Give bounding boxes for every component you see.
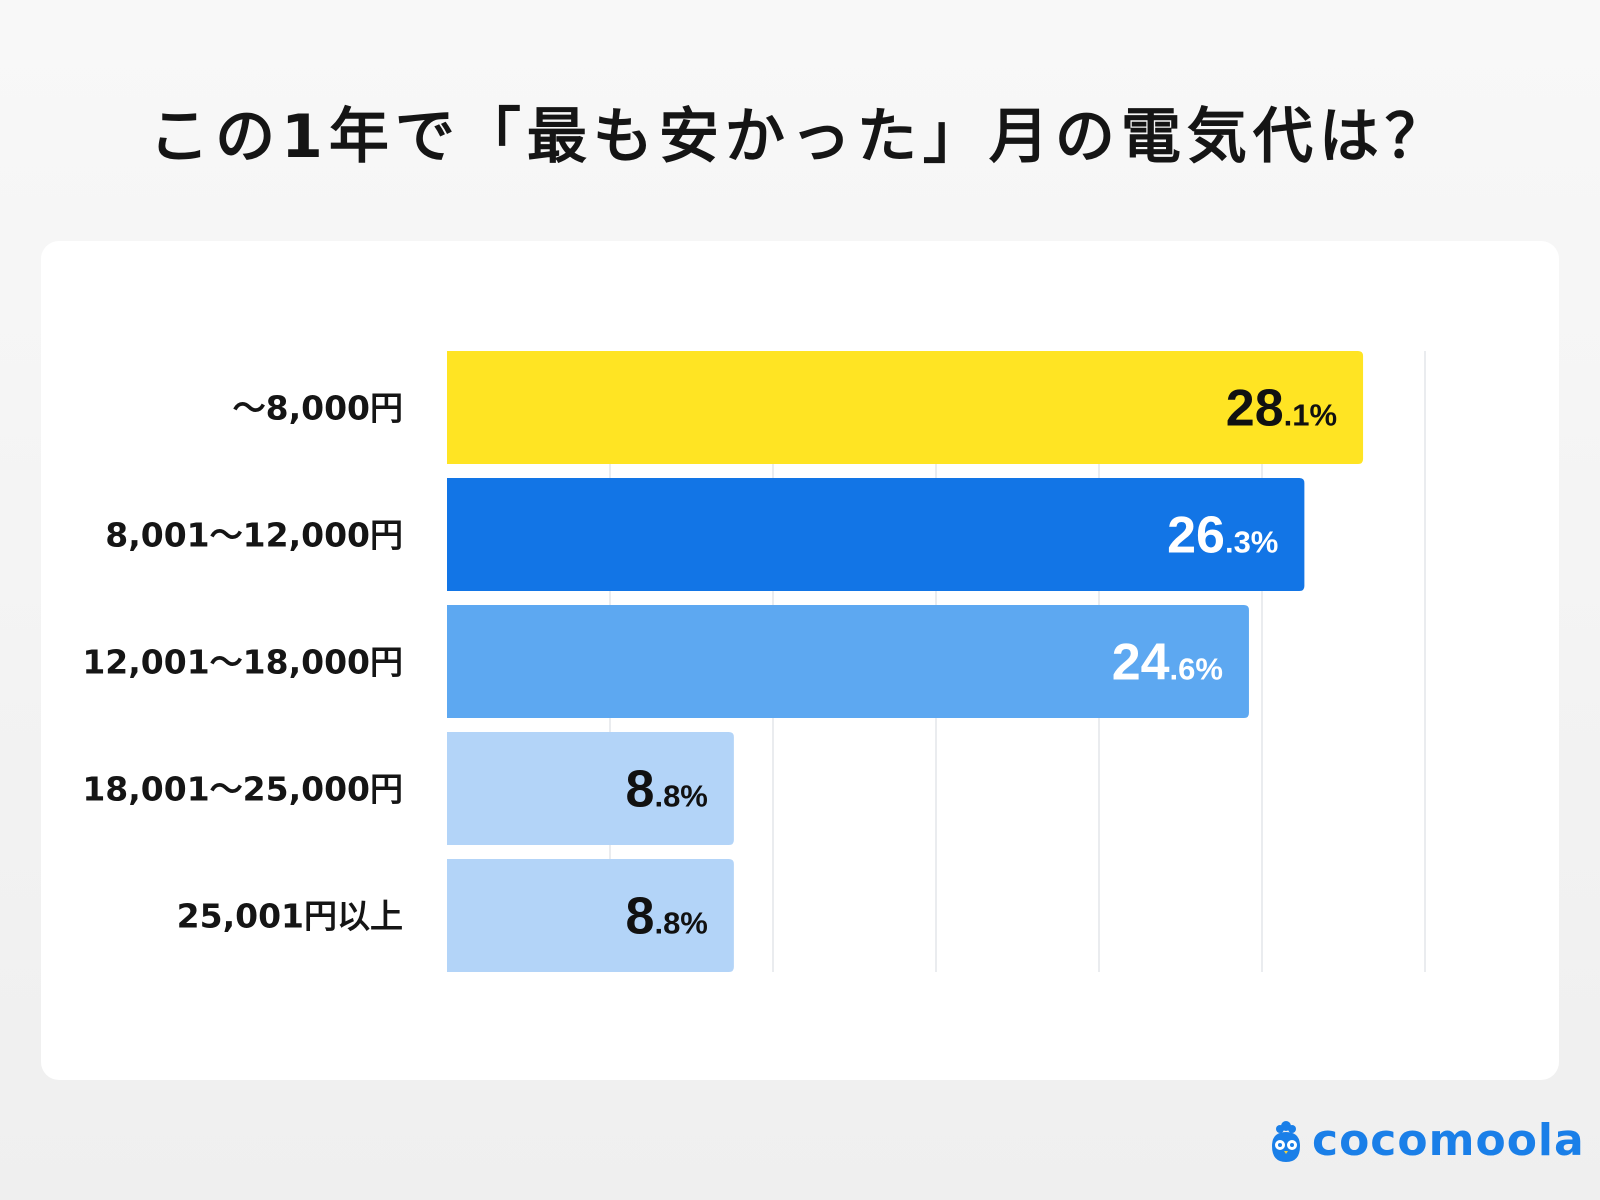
- mascot-icon: [1272, 1121, 1300, 1162]
- value-label: 24.6%: [1112, 634, 1223, 692]
- brand-name: cocomoola: [1312, 1115, 1585, 1166]
- bar: [447, 605, 1249, 718]
- category-label: 18,001〜25,000円: [82, 770, 403, 809]
- value-integer: 26: [1167, 507, 1225, 565]
- category-label: 8,001〜12,000円: [105, 516, 403, 555]
- value-decimal: .1%: [1284, 398, 1337, 433]
- value-decimal: .8%: [654, 779, 707, 814]
- value-label: 8.8%: [626, 888, 708, 946]
- value-decimal: .6%: [1170, 652, 1223, 687]
- value-label: 28.1%: [1226, 380, 1337, 438]
- value-integer: 8: [626, 761, 655, 819]
- value-integer: 24: [1112, 634, 1170, 692]
- value-decimal: .8%: [654, 906, 707, 941]
- value-integer: 28: [1226, 380, 1284, 438]
- chart-title: この1年で「最も安かった」月の電気代は？: [149, 102, 1451, 172]
- value-integer: 8: [626, 888, 655, 946]
- value-label: 8.8%: [626, 761, 708, 819]
- value-decimal: .3%: [1225, 525, 1278, 560]
- category-label: 25,001円以上: [177, 897, 403, 936]
- bar: [447, 732, 734, 845]
- value-label: 26.3%: [1167, 507, 1278, 565]
- category-label: 〜8,000円: [233, 389, 403, 428]
- bar: [447, 859, 734, 972]
- bar: [447, 478, 1305, 591]
- brand-logo: cocomoola: [1266, 1118, 1585, 1164]
- bar: [447, 351, 1364, 464]
- category-label: 12,001〜18,000円: [82, 643, 403, 682]
